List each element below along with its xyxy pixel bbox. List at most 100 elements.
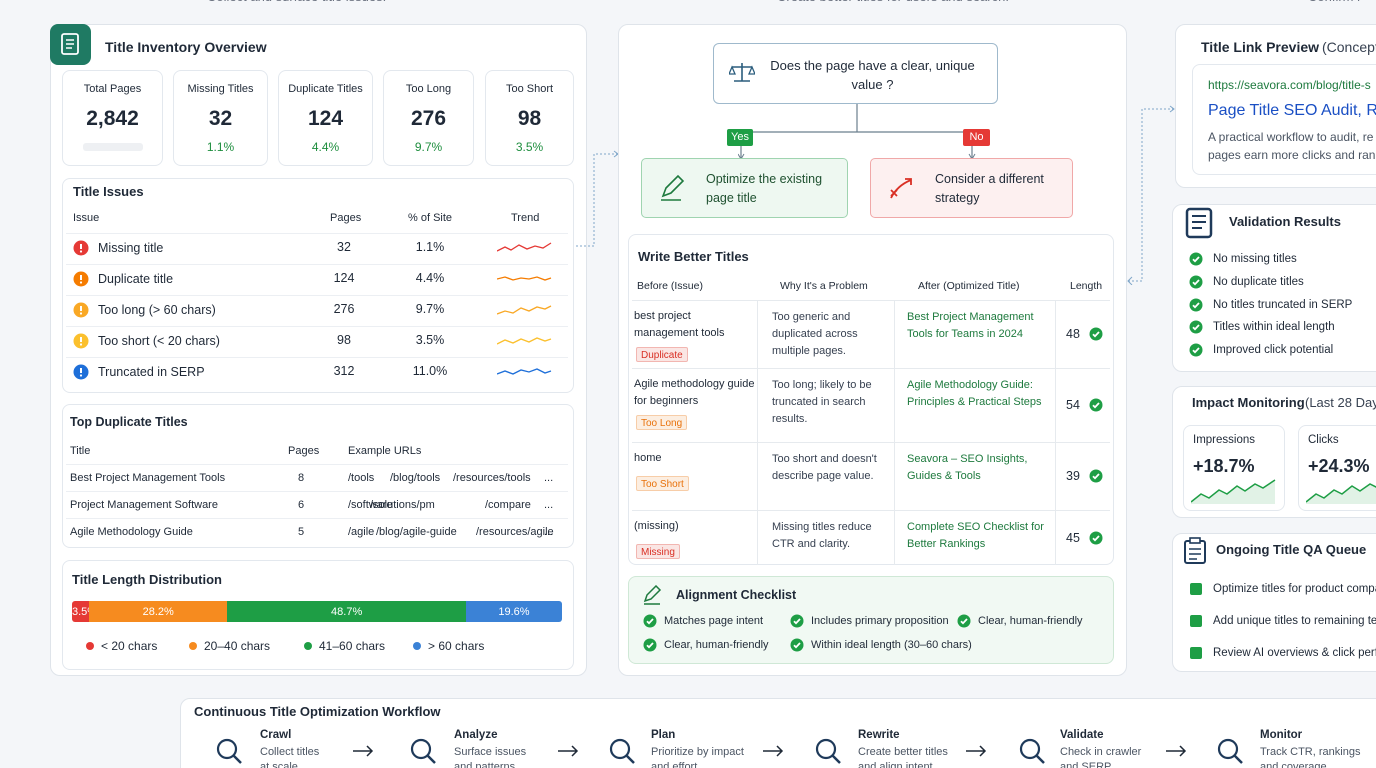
trend-line [497, 366, 553, 378]
connector [1127, 105, 1175, 285]
card-title: Ongoing Title QA Queue [1216, 542, 1367, 557]
step-icon [405, 733, 437, 765]
card-title: Write Better Titles [638, 249, 749, 264]
flow-lines [738, 104, 976, 160]
step-icon [815, 738, 841, 764]
issue-tag: Missing [636, 544, 680, 559]
step-desc: Check in crawler [1060, 746, 1142, 758]
checklist-card [628, 576, 1114, 664]
serp-box [1192, 64, 1376, 175]
stat-label: Duplicate Titles [288, 83, 363, 95]
trend-line [497, 242, 552, 252]
yes-action: Optimize the existing page title [706, 172, 823, 205]
clipboard-icon [1184, 537, 1206, 564]
metric-sparkline [1191, 479, 1276, 504]
step-arrow [1166, 745, 1187, 757]
metric-sparkline [1191, 478, 1277, 506]
check-icon [1189, 320, 1203, 334]
step-icon [211, 733, 243, 765]
duplicate-cell: /blog/agile-guide [376, 526, 457, 538]
legend-dot [413, 642, 421, 650]
row-divider [66, 233, 568, 234]
preview-desc: A practical workflow to audit, re [1208, 130, 1374, 144]
issue-pct: 9.7% [415, 302, 445, 316]
check-icon [1189, 252, 1203, 266]
balance-icon [729, 63, 755, 82]
step-icon [216, 738, 242, 764]
column-header: Trend [511, 212, 540, 224]
segment-label: 28.2% [142, 606, 174, 618]
column-header: Length [1070, 280, 1103, 292]
validation-item: Improved click potential [1213, 344, 1334, 357]
stat-pct: 3.5% [515, 140, 544, 154]
step-arrow [966, 745, 987, 757]
card-title: Continuous Title Optimization Workflow [194, 704, 441, 719]
step-arrow [762, 745, 784, 757]
length-value: 39 [1066, 469, 1080, 483]
preview-desc: pages earn more clicks and rank [1208, 148, 1376, 162]
duplicate-cell: ... [544, 472, 554, 484]
duplicate-cell: /agile [348, 526, 375, 538]
pencil-icon [643, 585, 662, 605]
trend-line [497, 305, 552, 315]
preview-url: https://seavora.com/blog/title-s [1208, 78, 1371, 92]
check-icon [1189, 343, 1203, 357]
write-card [628, 234, 1114, 565]
check-icon [1189, 298, 1203, 312]
issue-pct: 1.1% [415, 240, 445, 254]
checklist-item: Within ideal length (30–60 chars) [811, 639, 972, 651]
stat-label: Too Long [405, 83, 452, 95]
flow-lines [738, 104, 978, 160]
check-icon [790, 638, 804, 652]
no-action: Consider a different strategy [935, 172, 1044, 205]
checklist-item: Includes primary proposition [811, 615, 949, 627]
after-title: Complete SEO Checklist for Better Rankin… [907, 521, 1044, 550]
issue-icon [73, 302, 89, 318]
segment-label: 19.6% [498, 606, 530, 618]
distribution-segment [465, 601, 562, 622]
workflow-panel [180, 698, 1376, 768]
check-icon [790, 614, 804, 628]
connector [576, 150, 620, 250]
col-divider [757, 300, 758, 565]
segment-label: 3.5% [72, 606, 98, 618]
check-icon [1089, 398, 1103, 412]
issue-pages: 98 [337, 333, 351, 347]
balance-icon [729, 61, 755, 83]
stat-card [485, 70, 574, 166]
doc-icon [60, 32, 80, 56]
issue-pages: 276 [333, 302, 355, 316]
metric-label: Clicks [1308, 434, 1339, 446]
duplicate-cell: /solutions/pm [370, 499, 435, 511]
duplicates-card [62, 404, 574, 548]
no-tag: No [963, 129, 990, 146]
qa-item: Add unique titles to remaining te [1213, 615, 1376, 627]
duplicate-cell: 5 [298, 526, 305, 538]
step-icon [1217, 738, 1243, 764]
card-title: Title Issues [73, 184, 144, 199]
row-divider [66, 264, 568, 265]
duplicate-cell: /software [348, 499, 393, 511]
before-title: Agile methodology guide for beginners [634, 378, 755, 407]
duplicate-cell: /resources/agile [476, 526, 554, 538]
trend-line [497, 368, 552, 375]
checklist-item: Clear, human-friendly [664, 639, 769, 651]
distribution-segment [72, 601, 90, 622]
check-icon [1089, 531, 1103, 545]
check-icon [1089, 398, 1103, 412]
step-desc: and patterns [454, 761, 516, 768]
step-icon [1019, 738, 1045, 764]
step-name: Monitor [1260, 729, 1303, 741]
legend-label: > 60 chars [428, 639, 485, 653]
clipboard-icon [1182, 537, 1208, 565]
column-header: Why It's a Problem [780, 280, 868, 292]
why-text: Too generic and duplicated across multip… [772, 311, 858, 357]
check-icon [957, 614, 971, 628]
metric-card [1298, 425, 1376, 511]
col-divider [894, 300, 895, 565]
length-value: 45 [1066, 530, 1080, 545]
checkbox [1190, 583, 1202, 595]
row-divider [632, 300, 1110, 301]
card-title: Title Length Distribution [72, 572, 222, 587]
duplicate-cell: 8 [298, 472, 305, 484]
